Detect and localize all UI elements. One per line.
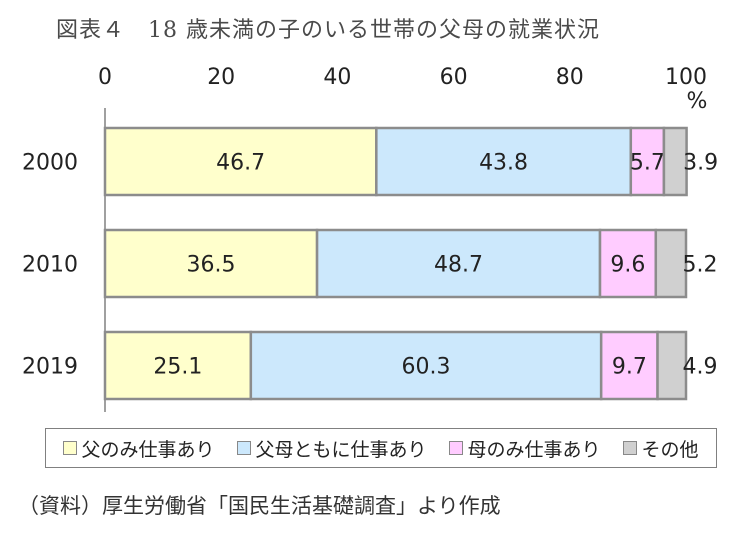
legend-item: 父のみ仕事あり — [63, 435, 215, 462]
bar-segment — [103, 228, 319, 299]
data-label: 43.8 — [479, 151, 528, 176]
chart-legend: 父のみ仕事あり 父母ともに仕事あり 母のみ仕事あり その他 — [45, 428, 717, 468]
chart-title: 図表４ 18 歳未満の子のいる世帯の父母の就業状況 — [56, 18, 600, 43]
x-tick-label: 100 — [665, 65, 707, 90]
data-label: 48.7 — [434, 253, 483, 278]
x-tick-label: 40 — [323, 65, 351, 90]
legend-swatch — [237, 441, 252, 455]
bar-segment — [662, 126, 688, 197]
category-label: 2010 — [22, 253, 78, 278]
legend-label: その他 — [641, 438, 699, 461]
bar-segment — [375, 126, 633, 197]
legend-item: その他 — [623, 435, 699, 462]
x-tick-label: 80 — [556, 65, 584, 90]
data-label: 4.9 — [683, 355, 718, 380]
data-label: 9.7 — [612, 355, 647, 380]
bar-segment — [656, 330, 688, 401]
data-label: 5.7 — [630, 151, 665, 176]
data-label: 5.2 — [683, 253, 718, 278]
x-tick-label: 20 — [207, 65, 235, 90]
data-label: 25.1 — [153, 355, 202, 380]
legend-label: 父のみ仕事あり — [81, 438, 215, 461]
data-label: 36.5 — [187, 253, 236, 278]
data-label: 9.6 — [610, 253, 645, 278]
bar-segment — [103, 330, 253, 401]
bar-segment — [599, 330, 659, 401]
bar-segment — [249, 330, 603, 401]
x-tick-label: 60 — [440, 65, 468, 90]
bar-segment — [315, 228, 602, 299]
category-label: 2019 — [22, 355, 78, 380]
x-unit-label: % — [687, 89, 708, 114]
bar-segment — [654, 228, 688, 299]
legend-swatch — [63, 441, 78, 455]
source-note: （資料）厚生労働省「国民生活基礎調査」より作成 — [18, 494, 501, 518]
x-tick-label: 0 — [98, 65, 112, 90]
category-label: 2000 — [22, 151, 78, 176]
data-label: 3.9 — [683, 151, 718, 176]
legend-label: 父母ともに仕事あり — [255, 438, 427, 461]
legend-label: 母のみ仕事あり — [467, 438, 601, 461]
data-label: 46.7 — [216, 151, 265, 176]
legend-item: 父母ともに仕事あり — [237, 435, 427, 462]
legend-swatch — [449, 441, 464, 455]
legend-item: 母のみ仕事あり — [449, 435, 601, 462]
data-label: 60.3 — [402, 355, 451, 380]
legend-swatch — [623, 441, 638, 455]
